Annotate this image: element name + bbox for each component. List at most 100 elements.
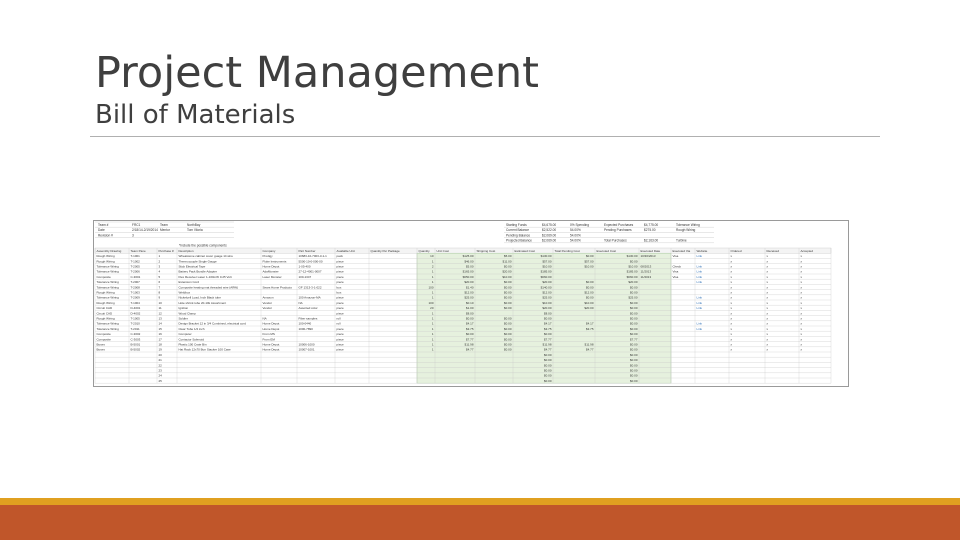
table-cell: Flex Receiver Laser 1-100mW 0.25 Volt xyxy=(179,275,232,279)
table-cell: Rough Wiring xyxy=(97,259,116,263)
table-cell: $12.00 xyxy=(464,291,474,295)
header-right-cell: Rough Wiring xyxy=(676,228,696,232)
table-cell: $7.77 xyxy=(544,337,552,341)
table-cell: x xyxy=(731,259,733,263)
column-header-cell: Assembly Drawing xyxy=(97,249,122,253)
table-cell: x xyxy=(801,285,803,289)
table-cell: $0.00 xyxy=(544,379,552,383)
table-cell: $0.00 xyxy=(504,296,512,300)
table-cell: x xyxy=(801,337,803,341)
table-cell: piece xyxy=(337,348,345,352)
table-cell: 18 xyxy=(159,343,163,347)
table-cell: Circuit CAD xyxy=(97,311,114,315)
table-cell: $0.00 xyxy=(544,353,552,357)
table-cell: Hat Rack 12x70 Bun Stacker 100 Case xyxy=(179,348,232,352)
table-cell: x xyxy=(767,311,769,315)
table-cell: $0.00 xyxy=(630,358,638,362)
footer-bar xyxy=(0,498,960,540)
column-header-cell: Quantity xyxy=(419,249,431,253)
table-cell: Soldier xyxy=(179,317,188,321)
column-header-cell: Available Unit xyxy=(337,249,355,253)
table-cell: x xyxy=(767,348,769,352)
table-cell: Rough Wiring xyxy=(97,301,116,305)
header-right-cell: Tolerance Wiring xyxy=(676,223,700,227)
table-cell: 100 xyxy=(428,301,433,305)
table-cell: NA xyxy=(299,301,303,305)
table-cell: Extension Cord xyxy=(179,280,200,284)
table-cell: x xyxy=(801,306,803,310)
website-link: Link xyxy=(697,306,703,310)
table-cell: $0.00 xyxy=(504,301,512,305)
table-cell: $4.77 xyxy=(586,348,594,352)
table-cell: $185.00 xyxy=(627,270,638,274)
table-cell: $0.00 xyxy=(544,358,552,362)
table-cell: box xyxy=(337,291,342,295)
website-link: Link xyxy=(697,322,703,326)
table-cell: $4.77 xyxy=(466,348,474,352)
header-right-cell: $2,069.00 xyxy=(542,233,556,237)
table-cell: 7 xyxy=(159,285,161,289)
table-cell: x xyxy=(801,265,803,269)
table-cell: x xyxy=(731,280,733,284)
table-cell: x xyxy=(767,343,769,347)
table-cell: $0.00 xyxy=(466,317,474,321)
table-cell: Tolerance Wiring xyxy=(97,270,120,274)
header-left-cell: Mentor xyxy=(160,228,171,232)
table-cell: C-3002 xyxy=(131,332,141,336)
table-cell: $0.00 xyxy=(504,285,512,289)
table-cell: x xyxy=(801,311,803,315)
header-right-cell: $2,069.00 xyxy=(542,239,556,243)
table-cell: GF 1313-3-1-022 xyxy=(299,285,322,289)
table-cell: $20.00 xyxy=(542,280,552,284)
table-cell: T-2010 xyxy=(131,322,141,326)
column-header-cell: Executed Date xyxy=(641,249,661,253)
table-cell: $8.00 xyxy=(466,311,474,315)
table-cell: 100 Amazon-MA xyxy=(299,296,321,300)
table-cell: 1 xyxy=(432,270,434,274)
header-right-cell: Expected Purchases xyxy=(604,223,634,227)
table-cell: $5.00 xyxy=(466,265,474,269)
table-cell: $0.00 xyxy=(504,343,512,347)
table-cell: x xyxy=(767,265,769,269)
table-cell: x xyxy=(731,254,733,258)
table-cell: From MS xyxy=(263,332,275,336)
header-left-cell: NorthBay xyxy=(187,223,201,227)
table-cell: $660.00 xyxy=(541,275,552,279)
table-cell: Rough Wiring xyxy=(97,317,116,321)
table-cell: x xyxy=(801,322,803,326)
table-cell: T-2008 xyxy=(131,285,141,289)
table-cell: $20.00 xyxy=(584,306,594,310)
table-cell: 1 xyxy=(432,280,434,284)
table-cell: Weldbox xyxy=(179,291,191,295)
table-cell: 22 xyxy=(159,363,163,367)
table-cell: $140.00 xyxy=(541,285,552,289)
table-cell: 3 xyxy=(159,265,161,269)
table-cell: $0.00 xyxy=(466,332,474,336)
table-cell: x xyxy=(801,301,803,305)
table-cell: x xyxy=(801,343,803,347)
table-cell: 14 xyxy=(159,322,163,326)
table-cell: $0.00 xyxy=(504,291,512,295)
spreadsheet-note: *Include the possible components xyxy=(179,244,227,248)
table-cell: x xyxy=(731,337,733,341)
table-cell: T-1001 xyxy=(131,254,141,258)
table-cell: box xyxy=(337,285,342,289)
header-right-cell: Pending Balance xyxy=(506,233,530,237)
table-cell: $0.00 xyxy=(544,332,552,336)
table-cell: 10 xyxy=(159,301,163,305)
table-cell: 16 xyxy=(159,332,163,336)
header-right-cell: Pending Purchases xyxy=(604,228,632,232)
table-cell: x xyxy=(767,296,769,300)
table-cell: 20 xyxy=(159,353,163,357)
table-cell: x xyxy=(767,322,769,326)
table-cell: x xyxy=(767,327,769,331)
column-header-row xyxy=(94,247,832,254)
column-header-cell: Unit Cost xyxy=(437,249,450,253)
table-cell: Wood Clamp xyxy=(179,311,197,315)
table-cell: 19 xyxy=(159,348,163,352)
table-cell: x xyxy=(731,332,733,336)
table-cell: Home Depot xyxy=(263,348,280,352)
table-cell: $165.00 xyxy=(463,270,474,274)
table-cell: 1 xyxy=(432,291,434,295)
table-cell: piece xyxy=(337,275,345,279)
